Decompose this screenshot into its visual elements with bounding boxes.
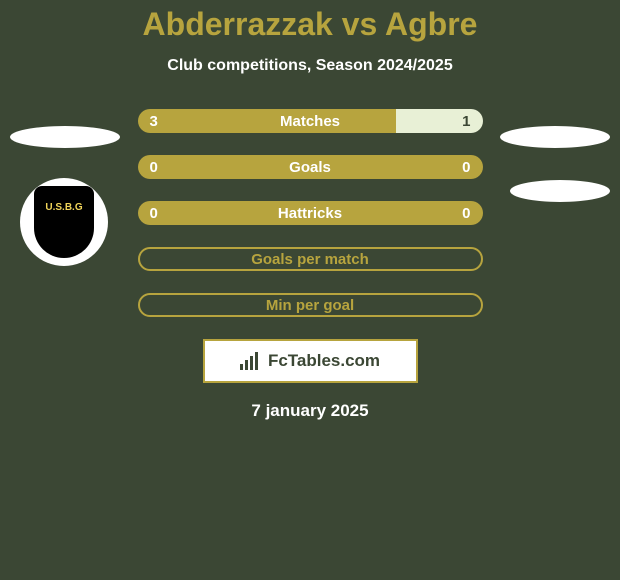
brand-text: FcTables.com (268, 351, 380, 371)
club-right-placeholder (510, 180, 610, 202)
stat-row: 31Matches (138, 109, 483, 133)
club-left-badge-inner: U.S.B.G (34, 186, 94, 258)
bar-chart-icon (240, 352, 262, 370)
club-left-badge: U.S.B.G (20, 178, 108, 266)
date-text: 7 january 2025 (0, 401, 620, 421)
page-title: Abderrazzak vs Agbre (0, 0, 620, 43)
stat-right-value: 0 (310, 155, 483, 179)
stat-row-plain: Goals per match (138, 247, 483, 271)
stat-left-value: 0 (138, 155, 311, 179)
brand-box: FcTables.com (203, 339, 418, 383)
player-left-avatar (10, 126, 120, 148)
stat-right-value: 1 (396, 109, 482, 133)
subtitle: Club competitions, Season 2024/2025 (0, 57, 620, 75)
stat-row: 00Hattricks (138, 201, 483, 225)
stat-right-value: 0 (310, 201, 483, 225)
stat-row: 00Goals (138, 155, 483, 179)
stat-left-value: 0 (138, 201, 311, 225)
stat-row-plain: Min per goal (138, 293, 483, 317)
player-right-avatar (500, 126, 610, 148)
stat-left-value: 3 (138, 109, 397, 133)
club-left-badge-label: U.S.B.G (45, 202, 82, 213)
